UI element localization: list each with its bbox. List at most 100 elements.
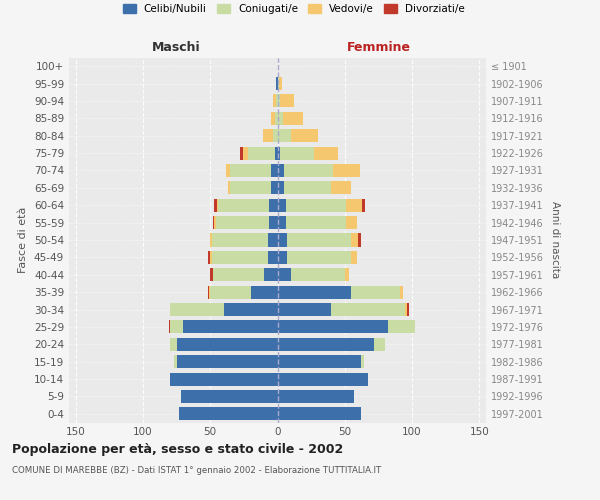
Bar	[214, 198, 217, 212]
Text: Femmine: Femmine	[346, 41, 410, 54]
Bar	[277, 216, 286, 229]
Bar	[276, 77, 277, 90]
Bar	[275, 146, 277, 160]
Bar	[277, 182, 284, 194]
Bar	[230, 164, 271, 177]
Bar	[226, 164, 230, 177]
Bar	[170, 338, 176, 351]
Text: Maschi: Maschi	[152, 41, 201, 54]
Bar	[400, 286, 403, 298]
Bar	[210, 251, 212, 264]
Bar	[230, 182, 271, 194]
Bar	[242, 146, 248, 160]
Bar	[179, 408, 277, 420]
Bar	[277, 320, 388, 334]
Bar	[280, 94, 293, 108]
Bar	[279, 77, 281, 90]
Bar	[170, 372, 277, 386]
Bar	[277, 355, 361, 368]
Bar	[277, 390, 354, 403]
Legend: Celibi/Nubili, Coniugati/e, Vedovi/e, Divorziati/e: Celibi/Nubili, Coniugati/e, Vedovi/e, Di…	[119, 0, 469, 18]
Bar	[212, 234, 268, 246]
Bar	[283, 112, 303, 125]
Bar	[277, 146, 280, 160]
Bar	[269, 216, 277, 229]
Text: Popolazione per età, sesso e stato civile - 2002: Popolazione per età, sesso e stato civil…	[12, 442, 343, 456]
Bar	[287, 251, 352, 264]
Bar	[346, 216, 357, 229]
Bar	[332, 164, 359, 177]
Bar	[170, 303, 224, 316]
Bar	[224, 303, 277, 316]
Bar	[240, 146, 242, 160]
Bar	[181, 390, 277, 403]
Bar	[176, 355, 277, 368]
Bar	[277, 164, 284, 177]
Bar	[228, 182, 230, 194]
Bar	[251, 286, 277, 298]
Bar	[208, 251, 210, 264]
Bar	[352, 251, 357, 264]
Bar	[277, 77, 279, 90]
Bar	[352, 234, 358, 246]
Bar	[276, 94, 277, 108]
Bar	[284, 182, 331, 194]
Bar	[174, 355, 176, 368]
Bar	[208, 286, 209, 298]
Bar	[277, 372, 368, 386]
Bar	[277, 268, 291, 281]
Bar	[277, 408, 361, 420]
Bar	[277, 251, 287, 264]
Bar	[274, 94, 276, 108]
Bar	[331, 182, 352, 194]
Bar	[346, 198, 362, 212]
Y-axis label: Fasce di età: Fasce di età	[19, 207, 28, 273]
Bar	[314, 146, 338, 160]
Bar	[209, 286, 210, 298]
Bar	[280, 146, 314, 160]
Bar	[268, 251, 277, 264]
Bar	[277, 234, 287, 246]
Bar	[286, 216, 346, 229]
Bar	[287, 234, 352, 246]
Bar	[277, 94, 280, 108]
Bar	[345, 268, 349, 281]
Bar	[210, 268, 213, 281]
Bar	[291, 129, 318, 142]
Bar	[388, 320, 415, 334]
Bar	[286, 198, 346, 212]
Bar	[218, 198, 269, 212]
Bar	[362, 198, 365, 212]
Bar	[213, 268, 264, 281]
Bar	[271, 164, 277, 177]
Bar	[277, 303, 331, 316]
Bar	[169, 320, 170, 334]
Bar	[277, 338, 374, 351]
Bar	[210, 286, 251, 298]
Bar	[407, 303, 409, 316]
Bar	[263, 129, 274, 142]
Bar	[271, 112, 275, 125]
Y-axis label: Anni di nascita: Anni di nascita	[550, 202, 560, 278]
Bar	[269, 198, 277, 212]
Bar	[248, 146, 275, 160]
Text: COMUNE DI MAREBBE (BZ) - Dati ISTAT 1° gennaio 2002 - Elaborazione TUTTITALIA.IT: COMUNE DI MAREBBE (BZ) - Dati ISTAT 1° g…	[12, 466, 381, 475]
Bar	[215, 216, 269, 229]
Bar	[331, 303, 405, 316]
Bar	[176, 338, 277, 351]
Bar	[405, 303, 407, 316]
Bar	[284, 164, 332, 177]
Bar	[361, 355, 364, 368]
Bar	[358, 234, 361, 246]
Bar	[277, 286, 352, 298]
Bar	[277, 198, 286, 212]
Bar	[210, 234, 212, 246]
Bar	[214, 216, 215, 229]
Bar	[268, 234, 277, 246]
Bar	[271, 182, 277, 194]
Bar	[217, 198, 218, 212]
Bar	[374, 338, 385, 351]
Bar	[277, 112, 283, 125]
Bar	[184, 320, 277, 334]
Bar	[277, 129, 291, 142]
